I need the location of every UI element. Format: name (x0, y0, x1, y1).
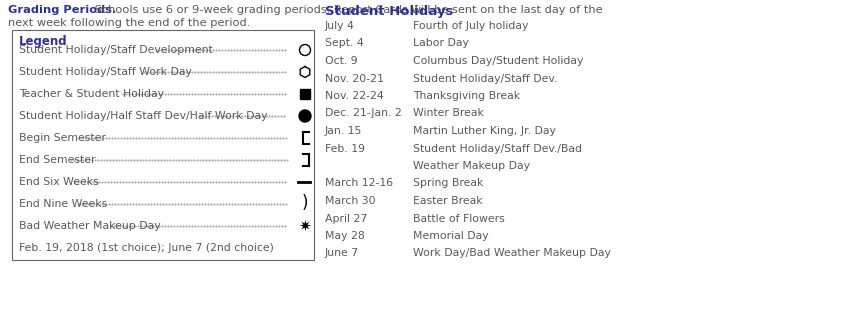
Text: Bad Weather Makeup Day: Bad Weather Makeup Day (19, 221, 161, 231)
Text: April 27: April 27 (325, 213, 368, 224)
Text: Columbus Day/Student Holiday: Columbus Day/Student Holiday (413, 56, 584, 66)
Text: Work Day/Bad Weather Makeup Day: Work Day/Bad Weather Makeup Day (413, 248, 611, 259)
Text: Begin Semester: Begin Semester (19, 133, 106, 143)
Text: Dec. 21-Jan. 2: Dec. 21-Jan. 2 (325, 108, 402, 119)
Text: Student Holidays: Student Holidays (325, 5, 454, 18)
Text: Memorial Day: Memorial Day (413, 231, 488, 241)
Text: ✷: ✷ (299, 218, 311, 233)
Text: Feb. 19, 2018 (1st choice); June 7 (2nd choice): Feb. 19, 2018 (1st choice); June 7 (2nd … (19, 243, 274, 253)
Text: Grading Periods.: Grading Periods. (8, 5, 117, 15)
Text: next week following the end of the period.: next week following the end of the perio… (8, 18, 250, 28)
Text: Easter Break: Easter Break (413, 196, 483, 206)
Text: June 7: June 7 (325, 248, 359, 259)
Text: Student Holiday/Staff Dev.: Student Holiday/Staff Dev. (413, 73, 557, 84)
Text: Teacher & Student Holiday: Teacher & Student Holiday (19, 89, 164, 99)
Text: July 4: July 4 (325, 21, 355, 31)
Text: Martin Luther King, Jr. Day: Martin Luther King, Jr. Day (413, 126, 556, 136)
Bar (300, 89, 310, 99)
Text: Winter Break: Winter Break (413, 108, 484, 119)
Text: Labor Day: Labor Day (413, 38, 469, 49)
Text: Nov. 20-21: Nov. 20-21 (325, 73, 384, 84)
Text: Battle of Flowers: Battle of Flowers (413, 213, 505, 224)
Text: May 28: May 28 (325, 231, 365, 241)
Text: March 30: March 30 (325, 196, 375, 206)
Circle shape (299, 110, 311, 122)
Text: Spring Break: Spring Break (413, 178, 483, 189)
Text: Weather Makeup Day: Weather Makeup Day (413, 161, 530, 171)
Text: Student Holiday/Half Staff Dev/Half Work Day: Student Holiday/Half Staff Dev/Half Work… (19, 111, 267, 121)
Text: Nov. 22-24: Nov. 22-24 (325, 91, 384, 101)
Text: Student Holiday/Staff Development: Student Holiday/Staff Development (19, 45, 213, 55)
Text: End Semester: End Semester (19, 155, 95, 165)
Text: Fourth of July holiday: Fourth of July holiday (413, 21, 528, 31)
Text: Jan. 15: Jan. 15 (325, 126, 363, 136)
Text: Schools use 6 or 9-week grading periods. Report Cards will be sent on the last d: Schools use 6 or 9-week grading periods.… (91, 5, 603, 15)
Text: ): ) (302, 194, 308, 212)
Text: Oct. 9: Oct. 9 (325, 56, 357, 66)
Text: Thanksgiving Break: Thanksgiving Break (413, 91, 520, 101)
Text: Student Holiday/Staff Work Day: Student Holiday/Staff Work Day (19, 67, 191, 77)
FancyBboxPatch shape (12, 30, 314, 260)
Text: Student Holiday/Staff Dev./Bad: Student Holiday/Staff Dev./Bad (413, 143, 582, 154)
Text: Feb. 19: Feb. 19 (325, 143, 365, 154)
Text: End Six Weeks: End Six Weeks (19, 177, 99, 187)
Text: End Nine Weeks: End Nine Weeks (19, 199, 107, 209)
Text: Legend: Legend (19, 35, 67, 48)
Text: March 12-16: March 12-16 (325, 178, 393, 189)
Text: Sept. 4: Sept. 4 (325, 38, 363, 49)
